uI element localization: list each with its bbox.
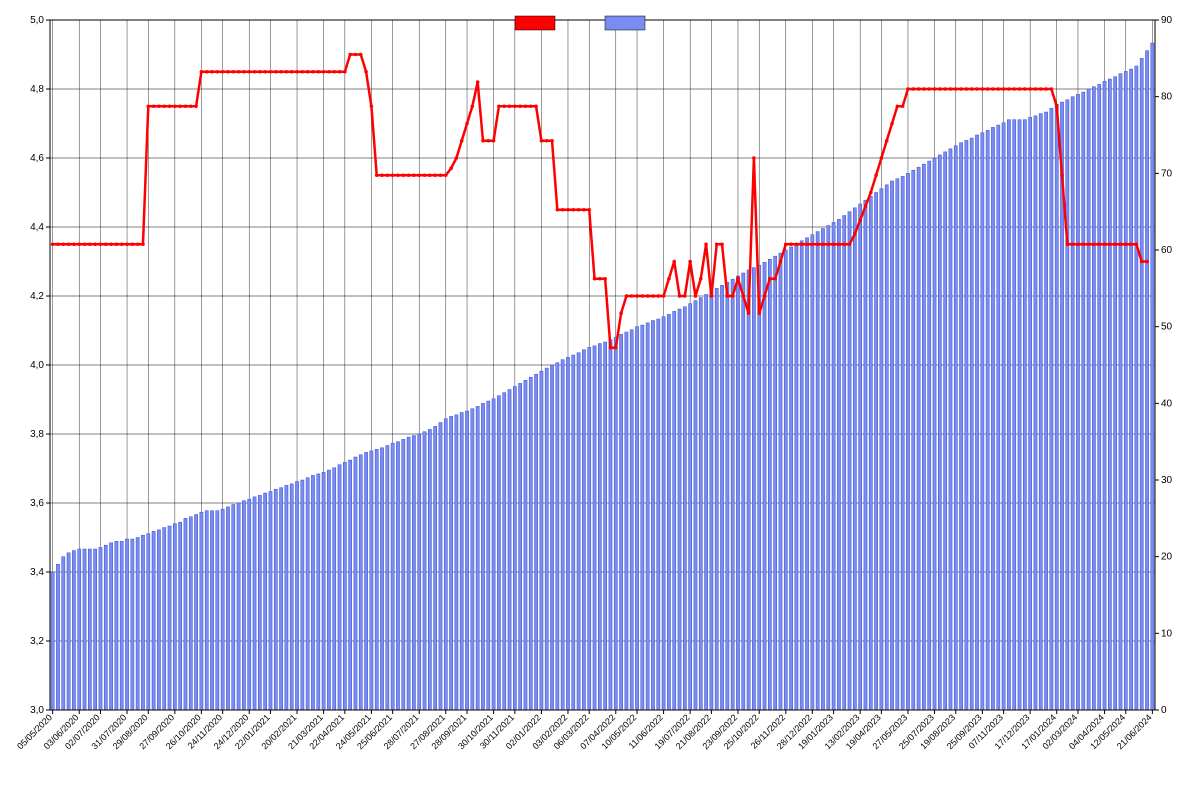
svg-text:50: 50 [1161,322,1173,333]
combo-chart: 3,0 3,2 3,4 3,6 3,8 4,0 4,2 4,4 4,6 4,8 5,0 0 10 20 30… [10,10,1190,790]
svg-text:3,6: 3,6 [30,498,44,509]
chart-svg: 3,0 3,2 3,4 3,6 3,8 4,0 4,2 4,4 4,6 4,8 5,0 0 10 20 30… [10,10,1190,790]
svg-text:4,4: 4,4 [30,222,44,233]
svg-text:80: 80 [1161,92,1173,103]
svg-text:3,2: 3,2 [30,636,44,647]
svg-text:10: 10 [1161,628,1173,639]
svg-text:5,0: 5,0 [30,15,44,26]
svg-text:90: 90 [1161,15,1173,26]
svg-text:20: 20 [1161,552,1173,563]
svg-text:30: 30 [1161,475,1173,486]
svg-text:4,8: 4,8 [30,84,44,95]
svg-text:40: 40 [1161,398,1173,409]
svg-text:4,0: 4,0 [30,360,44,371]
svg-text:4,6: 4,6 [30,153,44,164]
svg-text:3,4: 3,4 [30,567,44,578]
svg-text:4,2: 4,2 [30,291,44,302]
svg-text:3,8: 3,8 [30,429,44,440]
svg-text:3,0: 3,0 [30,705,44,716]
svg-text:70: 70 [1161,168,1173,179]
svg-text:60: 60 [1161,245,1173,256]
svg-text:0: 0 [1161,705,1167,716]
